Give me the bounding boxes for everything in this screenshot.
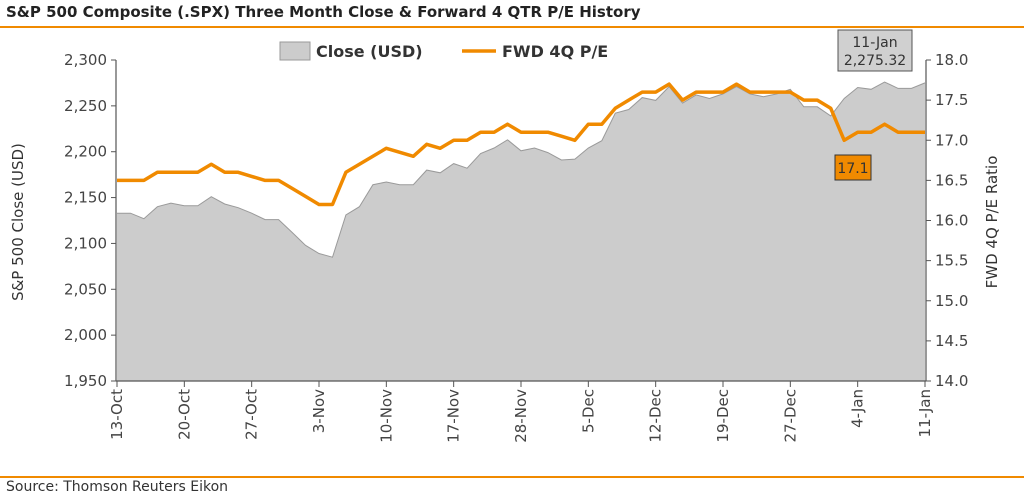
x-tick-label: 27-Oct (243, 389, 261, 440)
y2-tick-label: 14.0 (935, 372, 968, 390)
annotation-box-pe (834, 154, 872, 181)
annotation-pe-value: 17.1 (837, 161, 868, 177)
y-tick-label: 2,300 (64, 51, 107, 69)
legend-swatch-close (279, 41, 311, 61)
x-tick-label: 28-Nov (512, 389, 530, 443)
x-tick-label: 10-Nov (377, 389, 395, 443)
close-area (117, 82, 925, 381)
y-axis-label: S&P 500 Close (USD) (9, 143, 27, 301)
annotation-close-value: 2,275.32 (844, 53, 906, 69)
y-tick-label: 1,950 (64, 372, 107, 390)
y2-tick-label: 15.0 (935, 292, 968, 310)
y2-tick-label: 14.5 (935, 332, 968, 350)
plot-area: 2,300 2,250 2,200 2,150 2,100 2,050 2,000 1,950… (64, 51, 968, 443)
x-tick-label: 5-Dec (579, 389, 597, 433)
source-note: Source: Thomson Reuters Eikon (6, 479, 229, 495)
x-tick-label: 13-Oct (108, 389, 126, 440)
annotation-box-close (837, 29, 913, 72)
y2-tick-label: 16.0 (935, 212, 968, 230)
x-tick-label: 17-Nov (445, 389, 463, 443)
y2-axis-label: FWD 4Q P/E Ratio (983, 156, 1001, 289)
y2-tick-label: 17.5 (935, 91, 968, 109)
x-tick-label: 20-Oct (175, 389, 193, 440)
y2-tick-label: 18.0 (935, 51, 968, 69)
legend-label-pe: FWD 4Q P/E (502, 42, 608, 61)
annotation-date: 11-Jan (852, 35, 897, 51)
y2-tick-label: 16.5 (935, 171, 968, 189)
legend: Close (USD) FWD 4Q P/E (279, 41, 608, 61)
pe-line (117, 82, 925, 207)
y-tick-label: 2,150 (64, 189, 107, 207)
x-tick-label: 19-Dec (714, 389, 732, 443)
top-divider (0, 26, 1024, 28)
y-tick-label: 2,050 (64, 280, 107, 298)
chart-title: S&P 500 Composite (.SPX) Three Month Clo… (6, 3, 641, 21)
y-tick-label: 2,000 (64, 326, 107, 344)
chart: 2,300 2,250 2,200 2,150 2,100 2,050 2,000 1,950… (9, 29, 1001, 443)
y-tick-label: 2,100 (64, 234, 107, 252)
x-tick-label: 12-Dec (647, 389, 665, 443)
x-tick-label: 3-Nov (310, 389, 328, 433)
close-outline (117, 81, 926, 258)
bottom-divider (0, 476, 1024, 478)
y2-tick-label: 17.0 (935, 131, 968, 149)
x-tick-label: 11-Jan (916, 389, 934, 437)
x-tick-label: 4-Jan (849, 389, 867, 428)
y-tick-label: 2,200 (64, 143, 107, 161)
y-tick-label: 2,250 (64, 97, 107, 115)
x-tick-label: 27-Dec (781, 389, 799, 443)
annotations: 11-Jan 2,275.32 17.1 (834, 29, 913, 181)
legend-label-close: Close (USD) (316, 42, 423, 61)
y2-tick-label: 15.5 (935, 252, 968, 270)
